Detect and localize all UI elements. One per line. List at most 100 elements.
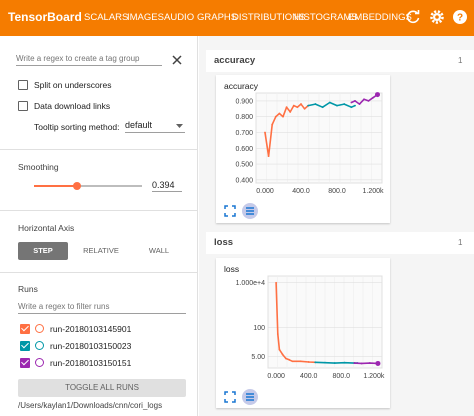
series-line bbox=[275, 282, 316, 364]
data-point bbox=[333, 362, 336, 364]
app-title: TensorBoard bbox=[8, 10, 82, 24]
smoothing-slider[interactable] bbox=[34, 181, 142, 191]
fullscreen-icon[interactable] bbox=[224, 391, 236, 403]
series-end-marker bbox=[375, 360, 381, 366]
tab-graphs[interactable]: GRAPHS bbox=[197, 12, 238, 23]
top-app-bar: TensorBoard SCALARS IMAGES AUDIO GRAPHS … bbox=[0, 0, 474, 36]
run-checkbox[interactable] bbox=[20, 341, 30, 351]
run-color-circle[interactable] bbox=[35, 324, 44, 333]
group-title: accuracy bbox=[214, 55, 256, 66]
y-tick-label: 0.700 bbox=[235, 130, 253, 137]
axis-relative-button[interactable]: RELATIVE bbox=[83, 246, 119, 255]
split-underscores-checkbox[interactable] bbox=[18, 80, 28, 90]
group-count: 1 bbox=[458, 238, 463, 247]
run-color-circle[interactable] bbox=[35, 358, 44, 367]
data-point bbox=[354, 104, 356, 107]
split-underscores-label: Split on underscores bbox=[34, 80, 112, 90]
horizontal-axis-title: Horizontal Axis bbox=[18, 223, 75, 233]
loss-group-header[interactable]: loss 1 bbox=[206, 232, 474, 254]
settings-icon[interactable] bbox=[429, 9, 445, 25]
run-name: run-20180103150151 bbox=[50, 358, 132, 368]
data-log-toggle-icon[interactable] bbox=[242, 203, 258, 219]
data-point bbox=[282, 115, 284, 118]
data-point bbox=[350, 106, 353, 109]
data-point bbox=[276, 333, 279, 335]
tab-scalars[interactable]: SCALARS bbox=[84, 12, 129, 23]
accuracy-chart[interactable]: 0.400 0.500 0.600 0.700 0.800 0.900 0.000 400.0… bbox=[216, 91, 390, 199]
group-count: 1 bbox=[458, 56, 463, 65]
data-point bbox=[314, 103, 317, 105]
chevron-down-icon bbox=[176, 124, 183, 128]
x-tick-label: 400.0 bbox=[292, 188, 310, 195]
data-point bbox=[358, 103, 361, 105]
data-point bbox=[343, 103, 346, 105]
y-tick-label: 0.900 bbox=[235, 98, 253, 105]
divider bbox=[0, 210, 198, 211]
data-point bbox=[278, 348, 281, 351]
smoothing-value-input[interactable]: 0.394 bbox=[152, 180, 182, 192]
runs-filter-input[interactable]: Write a regex to filter runs bbox=[18, 302, 186, 314]
data-point bbox=[300, 103, 302, 105]
sidebar: Write a regex to create a tag group Spli… bbox=[0, 36, 198, 416]
data-point bbox=[278, 112, 281, 115]
svg-text:?: ? bbox=[457, 13, 463, 24]
data-point bbox=[336, 104, 338, 107]
y-tick-label: 100 bbox=[253, 325, 265, 332]
data-point bbox=[299, 360, 302, 363]
y-tick-label: 0.800 bbox=[235, 114, 253, 121]
slider-knob[interactable] bbox=[72, 182, 81, 190]
fullscreen-icon[interactable] bbox=[224, 205, 236, 217]
data-point bbox=[328, 101, 331, 104]
close-icon[interactable] bbox=[172, 55, 182, 65]
smoothing-title: Smoothing bbox=[18, 162, 59, 172]
help-icon[interactable]: ? bbox=[452, 9, 468, 25]
y-tick-label: 0.600 bbox=[235, 146, 253, 153]
y-tick-label: 1.000e+4 bbox=[236, 280, 265, 287]
x-tick-label: 800.0 bbox=[328, 188, 346, 195]
x-tick-label: 0.000 bbox=[256, 188, 274, 195]
data-log-toggle-icon[interactable] bbox=[242, 389, 258, 405]
tab-embeddings[interactable]: EMBEDDINGS bbox=[348, 12, 412, 23]
loss-chart[interactable]: 5.00 100 1.000e+4 0.000 400.0 800.0 1.200k bbox=[216, 274, 390, 386]
toggle-all-runs-button[interactable]: TOGGLE ALL RUNS bbox=[18, 379, 186, 397]
tag-group-regex-input[interactable]: Write a regex to create a tag group bbox=[16, 54, 162, 66]
run-name: run-20180103150023 bbox=[50, 341, 132, 351]
run-checkbox[interactable] bbox=[20, 358, 30, 368]
data-point bbox=[264, 131, 266, 134]
data-point bbox=[285, 357, 287, 360]
run-name: run-20180103145901 bbox=[50, 324, 132, 334]
data-point bbox=[350, 101, 353, 104]
tab-distributions[interactable]: DISTRIBUTIONS bbox=[232, 12, 306, 23]
series-line bbox=[315, 361, 358, 364]
runs-title: Runs bbox=[18, 284, 38, 294]
download-links-checkbox[interactable] bbox=[18, 101, 28, 111]
divider bbox=[0, 149, 198, 150]
slider-fill bbox=[34, 185, 77, 187]
data-point bbox=[285, 106, 288, 109]
tab-audio[interactable]: AUDIO bbox=[164, 12, 195, 23]
data-point bbox=[360, 362, 363, 365]
chart-title: loss bbox=[224, 264, 240, 274]
run-color-circle[interactable] bbox=[35, 341, 44, 350]
data-point bbox=[303, 107, 306, 110]
data-point bbox=[267, 155, 270, 158]
tooltip-sorting-dropdown[interactable]: default bbox=[125, 120, 185, 133]
run-checkbox[interactable] bbox=[20, 324, 30, 334]
data-point bbox=[372, 96, 374, 99]
data-point bbox=[292, 104, 295, 107]
axis-step-button[interactable]: STEP bbox=[18, 242, 68, 260]
data-point bbox=[288, 358, 291, 361]
dashboard-tabs: SCALARS IMAGES AUDIO GRAPHS DISTRIBUTION… bbox=[0, 12, 474, 26]
refresh-icon[interactable] bbox=[405, 9, 421, 25]
axis-wall-button[interactable]: WALL bbox=[148, 246, 170, 255]
data-point bbox=[281, 353, 284, 356]
data-point bbox=[343, 361, 346, 364]
tab-images[interactable]: IMAGES bbox=[127, 12, 164, 23]
data-point bbox=[307, 361, 310, 363]
data-point bbox=[314, 361, 317, 364]
chart-title: accuracy bbox=[224, 81, 259, 91]
accuracy-group-header[interactable]: accuracy 1 bbox=[206, 50, 474, 72]
x-tick-label: 800.0 bbox=[333, 373, 351, 380]
tab-histograms[interactable]: HISTOGRAMS bbox=[294, 12, 358, 23]
loss-chart-card: loss 5.00 100 1.000e+4 0.000 400.0 800.0 1.200… bbox=[216, 258, 390, 408]
